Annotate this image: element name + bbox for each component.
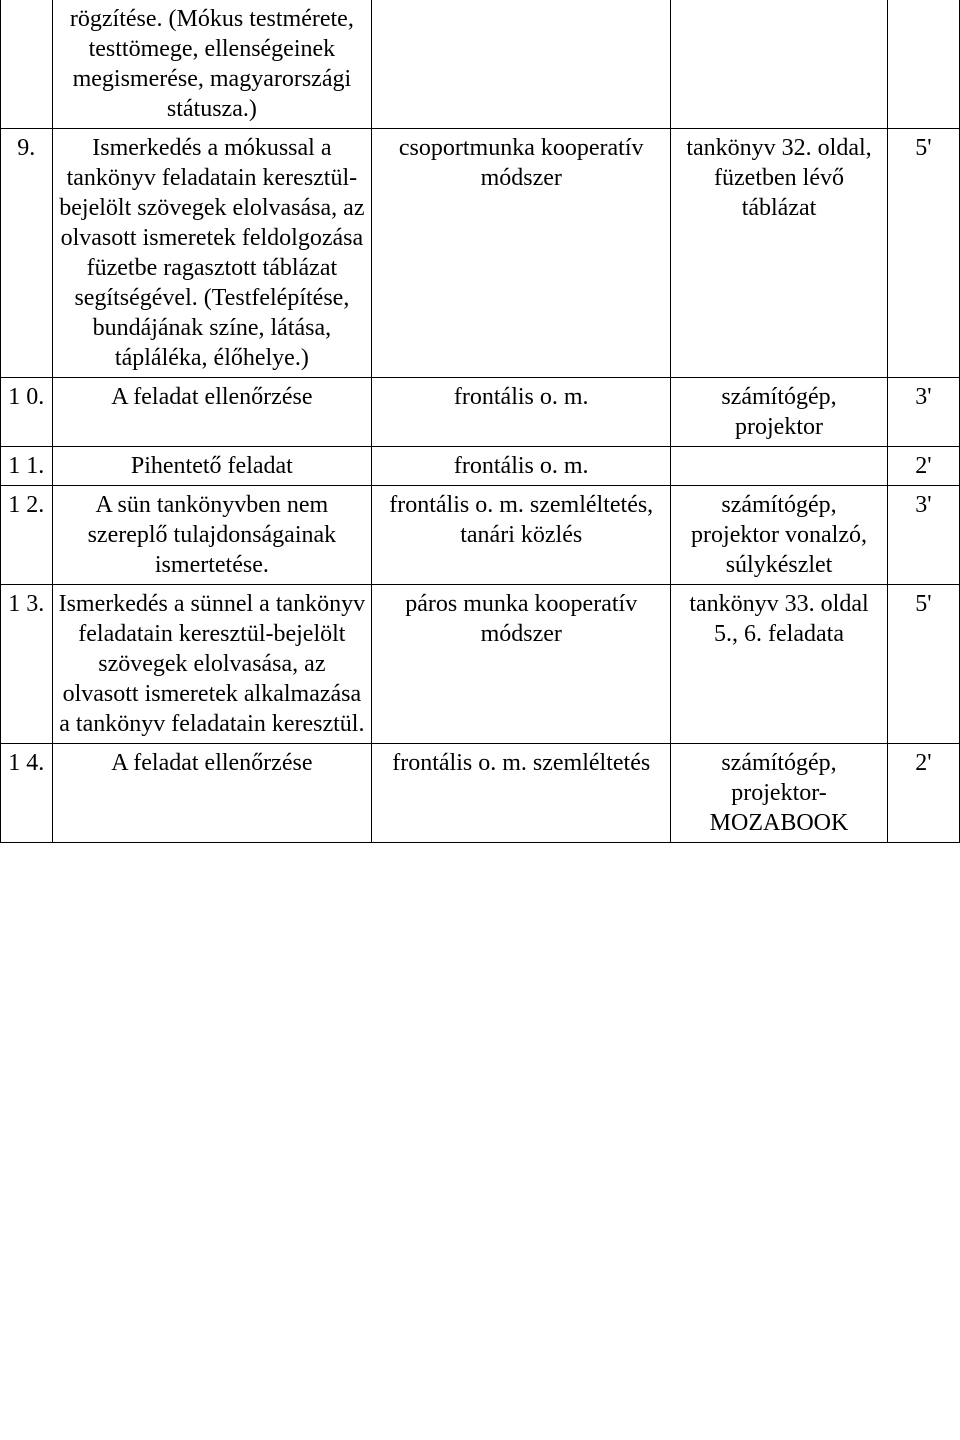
cell-num: 1 0. xyxy=(1,378,53,447)
cell-tool: tankönyv 32. oldal, füzetben lévő tábláz… xyxy=(671,129,888,378)
cell-num: 1 2. xyxy=(1,486,53,585)
cell-num: 1 3. xyxy=(1,585,53,744)
cell-tool: számítógép, projektor vonalzó, súlykészl… xyxy=(671,486,888,585)
cell-tool: számítógép, projektor-MOZABOOK xyxy=(671,744,888,843)
cell-tool xyxy=(671,447,888,486)
cell-desc: Ismerkedés a mókussal a tankönyv feladat… xyxy=(52,129,372,378)
cell-num xyxy=(1,0,53,129)
cell-num: 1 4. xyxy=(1,744,53,843)
cell-method: páros munka kooperatív módszer xyxy=(372,585,671,744)
cell-method: csoportmunka kooperatív módszer xyxy=(372,129,671,378)
cell-desc: rögzítése. (Mókus testmérete, testtömege… xyxy=(52,0,372,129)
cell-desc: Ismerkedés a sünnel a tankönyv feladatai… xyxy=(52,585,372,744)
cell-time: 5' xyxy=(887,129,959,378)
table-row: rögzítése. (Mókus testmérete, testtömege… xyxy=(1,0,960,129)
cell-method: frontális o. m. xyxy=(372,378,671,447)
cell-desc: Pihentető feladat xyxy=(52,447,372,486)
cell-desc: A sün tankönyvben nem szereplő tulajdons… xyxy=(52,486,372,585)
cell-time xyxy=(887,0,959,129)
cell-time: 3' xyxy=(887,378,959,447)
lesson-plan-table: rögzítése. (Mókus testmérete, testtömege… xyxy=(0,0,960,843)
cell-num: 1 1. xyxy=(1,447,53,486)
cell-tool: tankönyv 33. oldal 5., 6. feladata xyxy=(671,585,888,744)
cell-method: frontális o. m. szemléltetés, tanári köz… xyxy=(372,486,671,585)
cell-method xyxy=(372,0,671,129)
table-row: 1 1. Pihentető feladat frontális o. m. 2… xyxy=(1,447,960,486)
table-row: 1 4. A feladat ellenőrzése frontális o. … xyxy=(1,744,960,843)
table-body: rögzítése. (Mókus testmérete, testtömege… xyxy=(1,0,960,843)
table-row: 9. Ismerkedés a mókussal a tankönyv fela… xyxy=(1,129,960,378)
cell-method: frontális o. m. xyxy=(372,447,671,486)
cell-method: frontális o. m. szemléltetés xyxy=(372,744,671,843)
cell-tool: számítógép, projektor xyxy=(671,378,888,447)
cell-tool xyxy=(671,0,888,129)
table-row: 1 3. Ismerkedés a sünnel a tankönyv fela… xyxy=(1,585,960,744)
cell-time: 2' xyxy=(887,447,959,486)
cell-desc: A feladat ellenőrzése xyxy=(52,378,372,447)
cell-time: 3' xyxy=(887,486,959,585)
table-row: 1 2. A sün tankönyvben nem szereplő tula… xyxy=(1,486,960,585)
cell-desc: A feladat ellenőrzése xyxy=(52,744,372,843)
cell-num: 9. xyxy=(1,129,53,378)
cell-time: 5' xyxy=(887,585,959,744)
cell-time: 2' xyxy=(887,744,959,843)
table-row: 1 0. A feladat ellenőrzése frontális o. … xyxy=(1,378,960,447)
